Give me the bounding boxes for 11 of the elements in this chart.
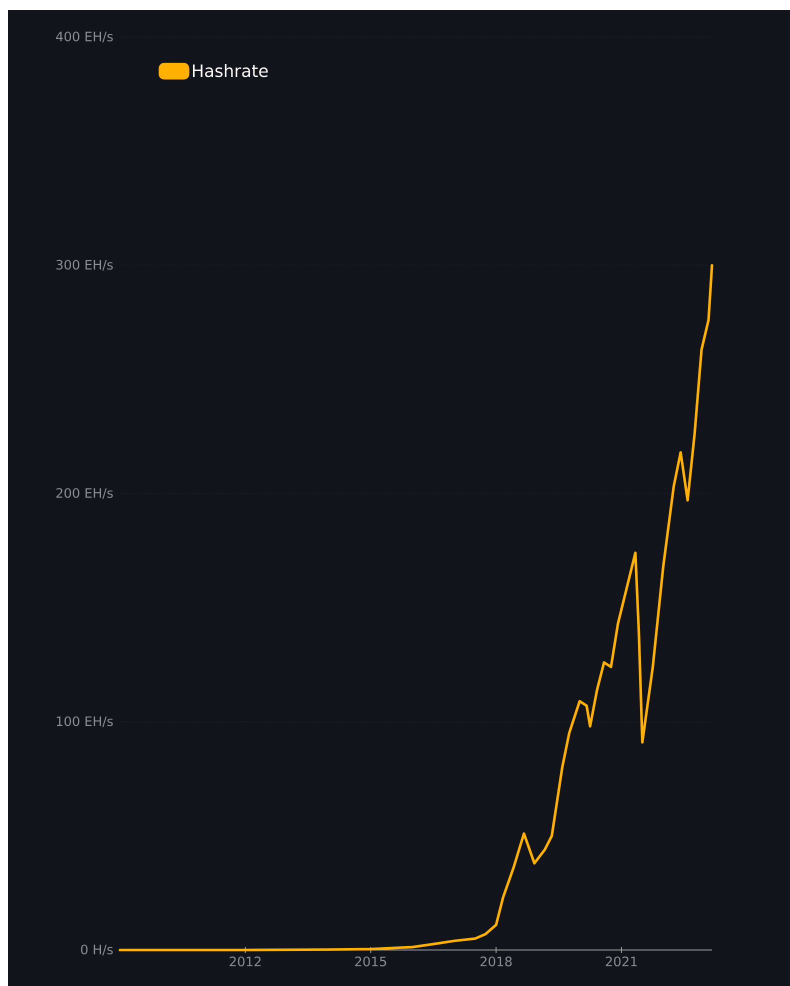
x-tick-label: 2015 <box>355 956 386 966</box>
line-series <box>118 264 714 952</box>
x-tick-label: 2018 <box>480 956 512 966</box>
y-tick-label: 0 H/s <box>81 944 113 956</box>
y-tick-label: 100 EH/s <box>56 716 113 728</box>
x-tick-label: 2021 <box>606 956 637 966</box>
y-tick-label: 300 EH/s <box>56 260 113 271</box>
legend-label: Hashrate <box>192 64 268 78</box>
y-tick-label: 400 EH/s <box>56 32 113 42</box>
y-tick-label: 200 EH/s <box>56 488 113 499</box>
x-tick-label: 2012 <box>230 956 261 966</box>
